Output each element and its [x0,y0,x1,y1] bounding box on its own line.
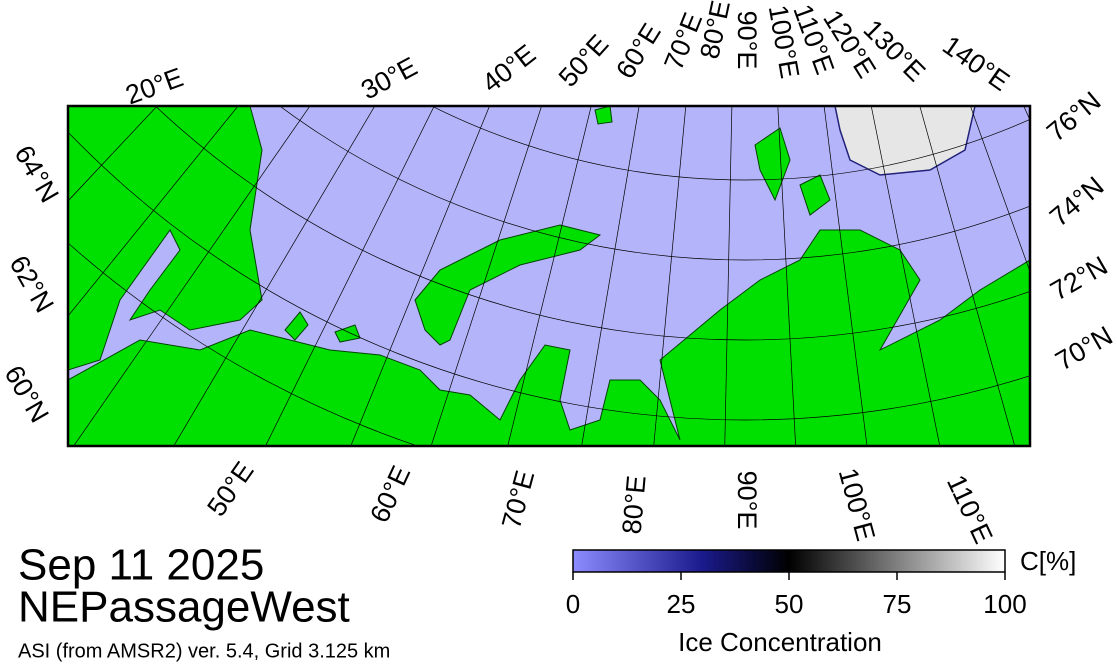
meridian [724,106,733,446]
meridian [1045,0,1117,493]
graticule-label: 40°E [476,39,541,99]
colorbar-tick-label: 75 [883,589,912,619]
meridian [919,106,1016,446]
graticule-label: 90°E [732,471,762,530]
graticule-label: 90°E [732,11,762,70]
colorbar-ticks: 0 25 50 75 100 [566,572,1027,619]
meridian [265,106,435,446]
graticule-label: 64°N [9,140,65,207]
graticule-label: 70°N [1050,320,1117,376]
graticule-label: 80°E [694,0,736,62]
land [594,106,613,125]
meridian [1111,0,1117,388]
colorbar-tick-label: 100 [983,589,1026,619]
graticule-label: 60°N [0,360,55,427]
meridian [870,106,941,446]
graticule-label: 74°N [1044,171,1109,233]
graticule-label: 76°N [1041,86,1106,148]
graticule-label: 72°N [1045,250,1112,306]
graticule-label: 60°E [610,18,667,84]
land [754,127,791,202]
graticule-label: 140°E [937,30,1015,97]
meridian [970,106,1030,273]
land [284,311,309,341]
graticule-label: 80°E [617,474,652,535]
colorbar-unit: C[%] [1020,546,1076,576]
graticule-label: 30°E [356,51,422,105]
colorbar [572,549,1006,573]
meridian [73,106,311,446]
meridian [823,106,868,446]
land [799,174,831,216]
region: NEPassageWest [18,583,350,632]
colorbar-label: Ice Concentration [678,627,882,657]
meridian [350,106,490,446]
land [414,224,602,346]
graticule-label: 62°N [4,250,60,317]
date: Sep 11 2025 [18,541,264,590]
land [68,229,1030,446]
meridian [0,0,260,80]
parallel [279,106,1030,261]
meridian [777,106,796,446]
graticule-label: 20°E [122,62,188,110]
land [334,324,361,343]
parallel [68,131,1030,421]
parallel [431,106,1030,181]
colorbar-tick-label: 25 [667,589,696,619]
colorbar-tick-label: 50 [775,589,804,619]
product: ASI (from AMSR2) ver. 5.4, Grid 3.125 km [18,640,390,662]
meridian [581,106,640,446]
meridian [1079,0,1117,443]
graticule-label: 70°E [496,467,540,532]
meridian [68,106,158,202]
parallel [154,106,1030,341]
colorbar-tick-label: 0 [566,589,580,619]
graticule-label: 60°E [364,461,416,527]
map-frame [66,104,1032,448]
land [68,106,263,371]
graticule-label: 100°E [833,465,881,544]
graticule-label: 50°E [201,456,259,521]
meridian [507,106,592,446]
meridian [653,106,687,446]
meridian [173,106,376,446]
graticule-label: 110°E [941,470,999,548]
meridian [68,106,239,317]
meridian [430,106,542,446]
graticule-label: 50°E [553,29,615,93]
